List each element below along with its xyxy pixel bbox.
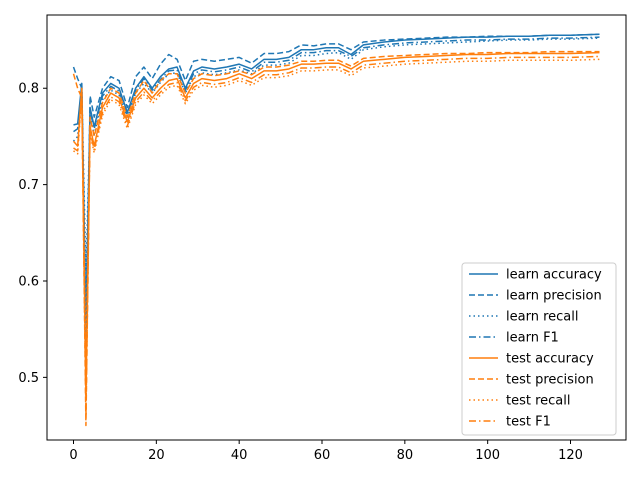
x-tick-label-3: 60 [314,448,331,463]
x-tick-label-0: 0 [69,448,77,463]
legend-label-1: learn precision [506,289,602,304]
series-line-5 [72,50,600,427]
x-tick-label-6: 120 [558,448,583,463]
legend-label-5: test precision [506,373,594,388]
legend: learn accuracy learn precision learn recal… [461,262,617,436]
x-axis: 0 20 40 60 80 100 120 [69,440,583,463]
axes-frame [46,14,627,441]
series-line-1 [72,33,600,379]
y-tick-label-2: 0.7 [18,178,39,193]
series-line-0 [73,33,600,321]
y-tick-label-0: 0.5 [18,371,39,386]
legend-box [461,262,617,436]
y-tick-label-3: 0.8 [18,82,39,97]
x-tick-label-4: 80 [397,448,414,463]
legend-label-2: learn recall [506,310,578,325]
x-tick-label-2: 40 [231,448,248,463]
series-line-2 [72,37,600,273]
series-line-6 [73,58,600,359]
y-axis: 0.5 0.6 0.7 0.8 [18,82,47,386]
x-tick-label-1: 20 [148,448,165,463]
series-line-4 [72,51,600,398]
legend-label-4: test accuracy [506,352,594,367]
legend-label-6: test recall [506,394,571,409]
series-line-3 [73,36,600,350]
plot-lines [72,33,600,427]
legend-label-7: test F1 [506,415,551,430]
legend-label-0: learn accuracy [506,268,602,283]
legend-label-3: learn F1 [506,331,559,346]
series-line-7 [73,55,600,417]
x-tick-label-5: 100 [475,448,500,463]
y-tick-label-1: 0.6 [18,274,39,289]
